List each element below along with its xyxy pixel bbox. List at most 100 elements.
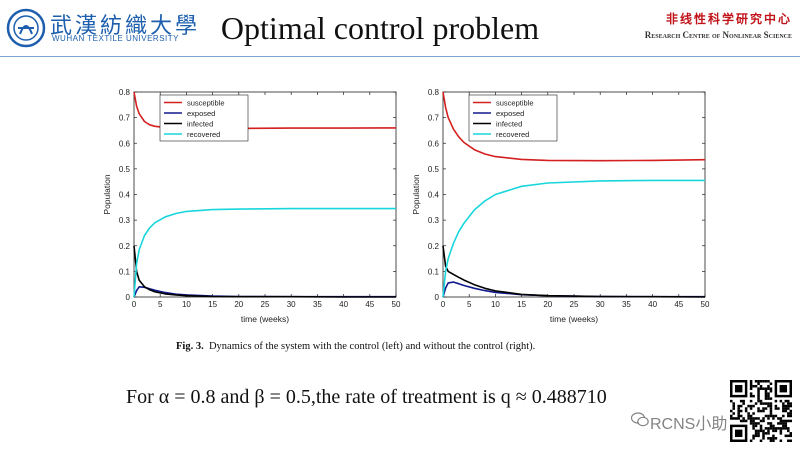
x-tick-label: 15 <box>208 300 217 309</box>
qr-module <box>787 399 790 403</box>
qr-module <box>762 407 765 410</box>
qr-module <box>779 429 783 433</box>
qr-module <box>767 432 770 435</box>
qr-module <box>772 424 775 428</box>
qr-module <box>762 419 765 423</box>
legend-label-susceptible: susceptible <box>187 98 225 107</box>
qr-module <box>787 404 790 408</box>
qr-module <box>767 380 770 383</box>
qr-module <box>789 402 792 405</box>
qr-module <box>749 439 753 442</box>
qr-module <box>757 429 760 433</box>
qr-module <box>787 407 790 410</box>
qr-module <box>759 402 763 405</box>
qr-module <box>739 404 743 408</box>
qr-module <box>759 387 763 390</box>
qr-module <box>787 412 790 415</box>
page-title: Optimal control problem <box>220 10 540 46</box>
chart-with-control: 0 5 10 15 20 25 30 35 40 45 50 0 0.1 0.2 0.3 0.4 0.5 0.6 0… <box>102 88 401 324</box>
qr-module <box>759 427 763 430</box>
qr-module <box>752 424 755 428</box>
qr-module <box>734 417 738 420</box>
qr-module <box>779 439 783 442</box>
series-line-infected <box>133 245 396 298</box>
caption-text: Dynamics of the system with the control … <box>208 341 536 352</box>
qr-module <box>772 417 775 420</box>
qr-module <box>782 422 785 425</box>
x-tick-label: 35 <box>313 300 322 309</box>
qr-module <box>749 422 753 425</box>
qr-module <box>757 409 760 413</box>
qr-module <box>757 389 760 393</box>
qr-module <box>752 384 755 388</box>
x-tick-label: 20 <box>543 300 552 309</box>
legend-label-infected: infected <box>187 119 213 128</box>
x-tick-label: 0 <box>441 300 446 309</box>
qr-module <box>732 402 736 405</box>
qr-module <box>779 422 783 425</box>
x-tick-label: 10 <box>491 300 500 309</box>
qr-module <box>787 414 790 418</box>
qr-module <box>779 417 783 420</box>
qr-module <box>754 434 758 438</box>
qr-module <box>789 439 792 442</box>
qr-module <box>759 429 763 433</box>
qr-module <box>732 404 736 408</box>
qr-module <box>769 422 773 425</box>
qr-module <box>769 439 773 442</box>
qr-module <box>739 414 743 418</box>
series-line-infected <box>442 245 706 298</box>
qr-module <box>767 427 770 430</box>
qr-module <box>759 424 763 428</box>
y-axis-label: Population <box>411 174 421 214</box>
qr-module <box>782 427 785 430</box>
qr-module <box>762 402 765 405</box>
qr-module <box>772 439 775 442</box>
qr-code[interactable] <box>730 380 792 442</box>
qr-module <box>759 409 763 413</box>
qr-module <box>769 397 773 400</box>
qr-module <box>774 427 778 430</box>
qr-module <box>784 399 788 403</box>
y-tick-label: 0.6 <box>119 139 131 148</box>
qr-module <box>757 380 760 383</box>
qr-module <box>789 414 792 418</box>
qr-module <box>747 417 750 420</box>
qr-module <box>757 407 760 410</box>
qr-module <box>757 382 760 386</box>
qr-module <box>769 427 773 430</box>
qr-module <box>787 439 790 442</box>
qr-module <box>757 434 760 438</box>
qr-module <box>782 409 785 413</box>
qr-module <box>762 387 765 390</box>
qr-module <box>737 417 740 420</box>
qr-module <box>757 432 760 435</box>
qr-module <box>764 432 768 435</box>
qr-module <box>754 402 758 405</box>
qr-module <box>732 412 736 415</box>
qr-module <box>762 380 765 383</box>
qr-module <box>767 402 770 405</box>
x-tick-label: 40 <box>648 300 657 309</box>
qr-module <box>759 439 763 442</box>
qr-module <box>782 414 785 418</box>
qr-module <box>752 422 755 425</box>
x-tick-label: 25 <box>261 300 270 309</box>
y-tick-label: 0 <box>435 293 440 302</box>
qr-module <box>764 380 768 383</box>
qr-module <box>784 427 788 430</box>
qr-module <box>774 414 778 418</box>
y-tick-label: 0.5 <box>428 165 440 174</box>
x-tick-label: 45 <box>365 300 374 309</box>
qr-module <box>772 414 775 418</box>
qr-module <box>744 419 748 423</box>
qr-module <box>737 407 740 410</box>
qr-module <box>777 422 780 425</box>
qr-module <box>782 407 785 410</box>
qr-module <box>769 414 773 418</box>
qr-module <box>730 399 733 403</box>
qr-module <box>737 414 740 418</box>
qr-module <box>784 422 788 425</box>
qr-module <box>762 434 765 438</box>
qr-module <box>774 404 778 408</box>
